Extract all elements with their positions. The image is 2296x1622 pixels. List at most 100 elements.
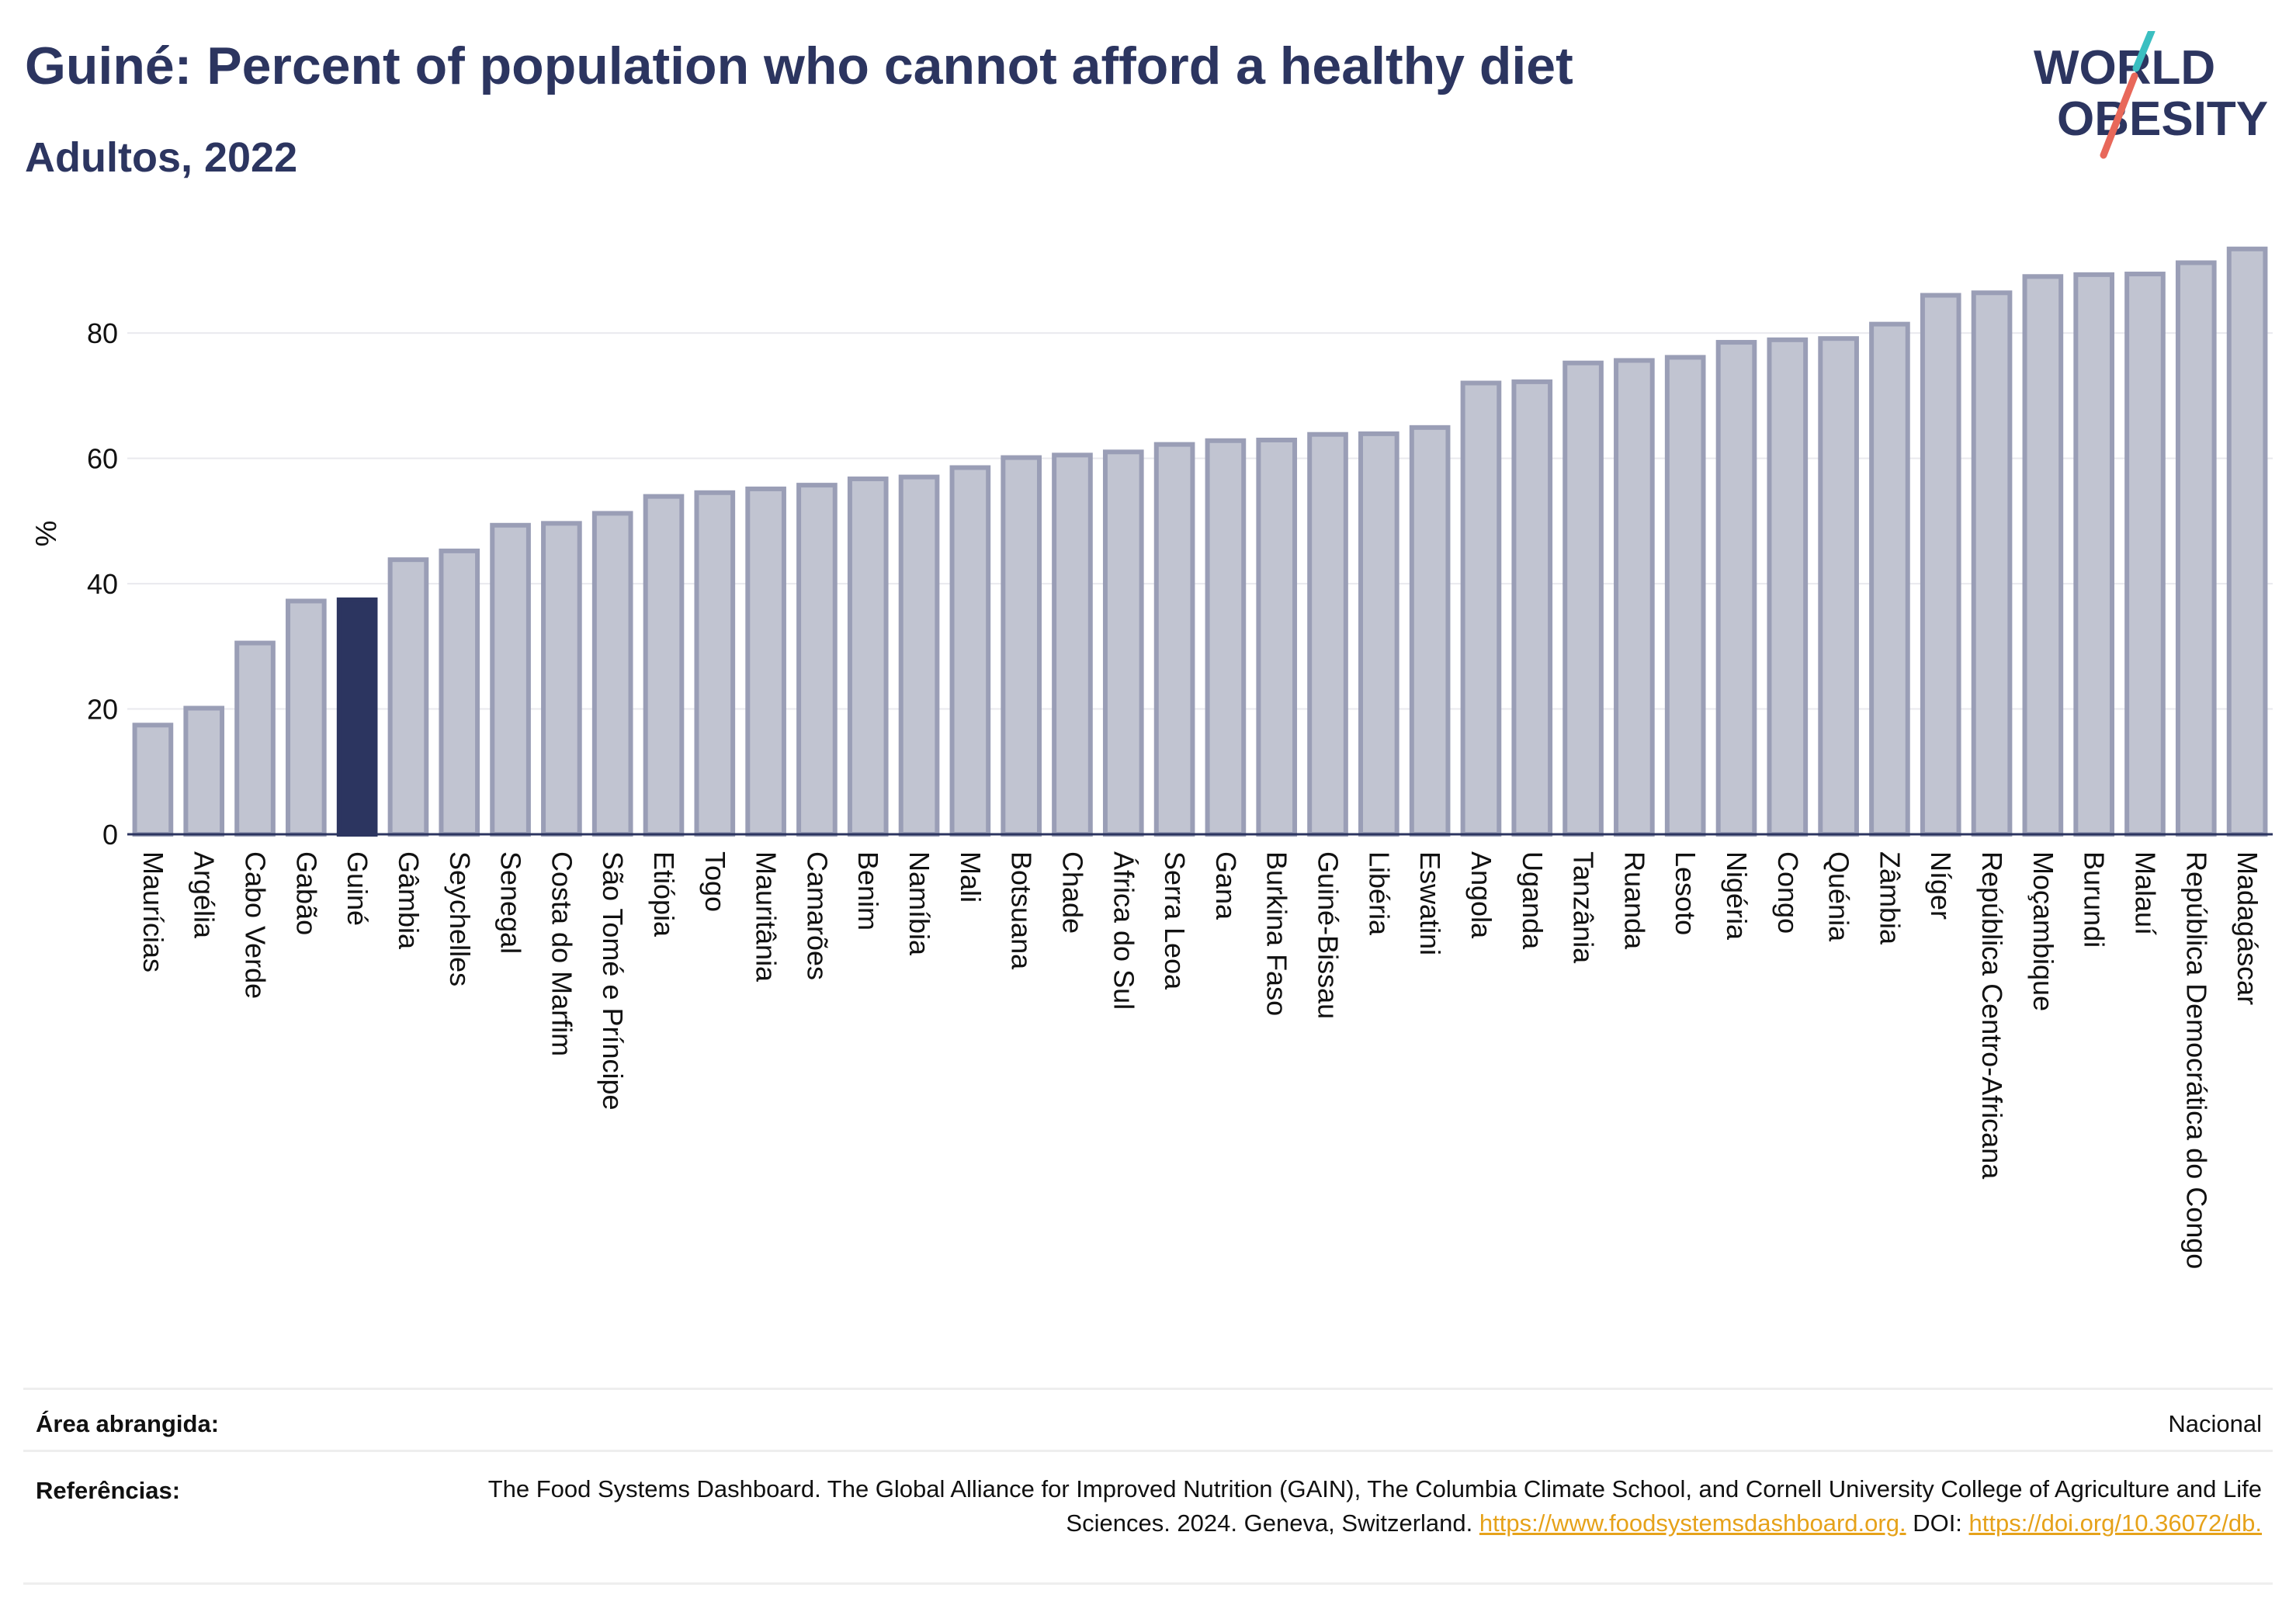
- bar-ruanda[interactable]: [1614, 358, 1655, 837]
- bar-eswatini[interactable]: [1409, 425, 1451, 837]
- logo-slash-teal: [2132, 31, 2156, 72]
- x-tick-label: Benim: [852, 851, 884, 931]
- x-tick-label: Madagáscar: [2232, 851, 2263, 1005]
- x-tick-label: Namíbia: [903, 851, 935, 956]
- bar-mo-ambique[interactable]: [2022, 274, 2064, 837]
- x-tick-label: Ruanda: [1618, 851, 1650, 950]
- bar-guin-bissau[interactable]: [1307, 431, 1348, 837]
- bar--frica-do-sul[interactable]: [1102, 449, 1144, 837]
- bar-maur-cias[interactable]: [132, 723, 174, 837]
- bar-chade[interactable]: [1052, 452, 1093, 837]
- x-tick-label: Guiné: [342, 851, 373, 926]
- x-tick-label: Cabo Verde: [240, 851, 272, 999]
- x-tick-label: Gabão: [290, 851, 322, 935]
- x-tick-label: Níger: [1925, 851, 1957, 920]
- bar-z-mbia[interactable]: [1869, 321, 1910, 837]
- bar-cabo-verde[interactable]: [234, 640, 276, 837]
- x-tick-label: Togo: [699, 851, 731, 912]
- x-tick-label: Seychelles: [444, 851, 476, 986]
- x-tick-label: Angola: [1465, 851, 1497, 939]
- bar-nig-ria[interactable]: [1715, 340, 1757, 837]
- bar-burkina-faso[interactable]: [1256, 437, 1298, 837]
- x-tick-label: Tanzânia: [1568, 851, 1600, 964]
- x-tick-label: Burundi: [2079, 851, 2110, 948]
- x-tick-label: Nigéria: [1721, 851, 1753, 941]
- bar-seychelles[interactable]: [439, 548, 480, 837]
- x-tick-label: Eswatini: [1414, 851, 1446, 955]
- bar-lib-ria[interactable]: [1358, 431, 1399, 837]
- bar-s-o-tom-e-pr-ncipe[interactable]: [591, 511, 633, 837]
- bar-n-ger[interactable]: [1920, 293, 1961, 837]
- bar-arg-lia[interactable]: [183, 705, 225, 837]
- x-tick-label: República Democrática do Congo: [2180, 851, 2212, 1269]
- references-link-doi[interactable]: https://doi.org/10.36072/db.: [1968, 1509, 2262, 1537]
- bar-mali[interactable]: [949, 465, 991, 837]
- logo-line-2: OBESITY: [2057, 92, 2268, 146]
- bar-rep-blica-centro-africana[interactable]: [1971, 290, 2013, 837]
- bar-chart: 0 20 40 60 80 Maurícias Argélia Cabo Verde Gabã…: [30, 246, 2273, 1269]
- x-tick-label: Argélia: [189, 851, 220, 939]
- bar-nam-bia[interactable]: [898, 474, 940, 837]
- y-tick-label: 40: [87, 568, 118, 600]
- x-axis-labels: Maurícias Argélia Cabo Verde Gabão Guiné Gâmb…: [137, 851, 2263, 1269]
- bar-madag-scar[interactable]: [2226, 246, 2268, 837]
- bar-qu-nia[interactable]: [1818, 336, 1859, 837]
- chart-title: Guiné: Percent of population who cannot …: [25, 36, 1573, 95]
- x-tick-label: Etiópia: [648, 851, 680, 938]
- x-tick-label: Gana: [1210, 851, 1242, 920]
- x-tick-label: Moçambique: [2027, 851, 2059, 1011]
- bar-malau-[interactable]: [2124, 272, 2166, 837]
- bar-eti-pia[interactable]: [643, 494, 685, 837]
- y-tick-label: 20: [87, 694, 118, 726]
- x-tick-label: Congo: [1772, 851, 1804, 934]
- bar-senegal[interactable]: [490, 522, 531, 837]
- x-tick-label: Maurícias: [137, 851, 169, 972]
- gridlines: [127, 332, 2273, 710]
- bar-congo[interactable]: [1767, 337, 1809, 837]
- bar-tanz-nia[interactable]: [1562, 360, 1604, 837]
- references-label: Referências:: [36, 1477, 181, 1504]
- x-tick-label: Uganda: [1517, 851, 1549, 950]
- bar-benim[interactable]: [847, 477, 889, 837]
- bar-guin-[interactable]: [336, 597, 378, 837]
- x-tick-label: Malauí: [2129, 851, 2161, 935]
- bar-lesoto[interactable]: [1664, 355, 1706, 837]
- x-tick-label: África do Sul: [1108, 851, 1139, 1010]
- references-doi-label: DOI:: [1913, 1509, 1962, 1537]
- bar-togo[interactable]: [694, 490, 736, 837]
- x-tick-label: Libéria: [1363, 851, 1395, 936]
- x-tick-label: Camarões: [801, 851, 833, 980]
- coverage-value: Nacional: [2168, 1410, 2262, 1437]
- references-row: Referências: The Food Systems Dashboard.…: [23, 1450, 2273, 1585]
- bar-serra-leoa[interactable]: [1153, 442, 1195, 837]
- x-tick-label: Zâmbia: [1874, 851, 1906, 945]
- bar-gana[interactable]: [1205, 438, 1247, 837]
- bar-maurit-nia[interactable]: [745, 486, 786, 837]
- x-tick-label: Gâmbia: [393, 851, 425, 950]
- chart-subtitle: Adultos, 2022: [25, 134, 298, 181]
- bar-gab-o[interactable]: [286, 598, 327, 837]
- x-tick-label: República Centro-Africana: [1976, 851, 2008, 1180]
- x-tick-label: Senegal: [495, 851, 527, 954]
- bar-costa-do-marfim[interactable]: [541, 521, 582, 837]
- references-value: The Food Systems Dashboard. The Global A…: [477, 1472, 2262, 1541]
- references-text: The Food Systems Dashboard. The Global A…: [487, 1475, 2262, 1537]
- bar-g-mbia[interactable]: [387, 557, 429, 837]
- y-tick-label: 80: [87, 317, 118, 349]
- x-tick-label: Quénia: [1823, 851, 1855, 942]
- bar-camar-es[interactable]: [796, 483, 838, 837]
- bar-burundi[interactable]: [2073, 272, 2114, 837]
- bar-angola[interactable]: [1460, 380, 1502, 837]
- bar-botsuana[interactable]: [1001, 455, 1042, 837]
- x-tick-label: Lesoto: [1670, 851, 1701, 935]
- logo-line-1: WORLD: [2034, 41, 2215, 95]
- bars: [132, 246, 2268, 837]
- x-tick-label: Mauritânia: [751, 851, 782, 983]
- y-tick-label: 60: [87, 443, 118, 475]
- world-obesity-logo: WORLD OBESITY: [2034, 31, 2268, 159]
- bar-uganda[interactable]: [1511, 379, 1553, 837]
- logo-slash-coral: [2100, 72, 2138, 159]
- y-tick-label: 0: [102, 819, 118, 851]
- bar-rep-blica-democr-tica-do-congo[interactable]: [2175, 260, 2217, 837]
- references-link-dashboard[interactable]: https://www.foodsystemsdashboard.org.: [1479, 1509, 1906, 1537]
